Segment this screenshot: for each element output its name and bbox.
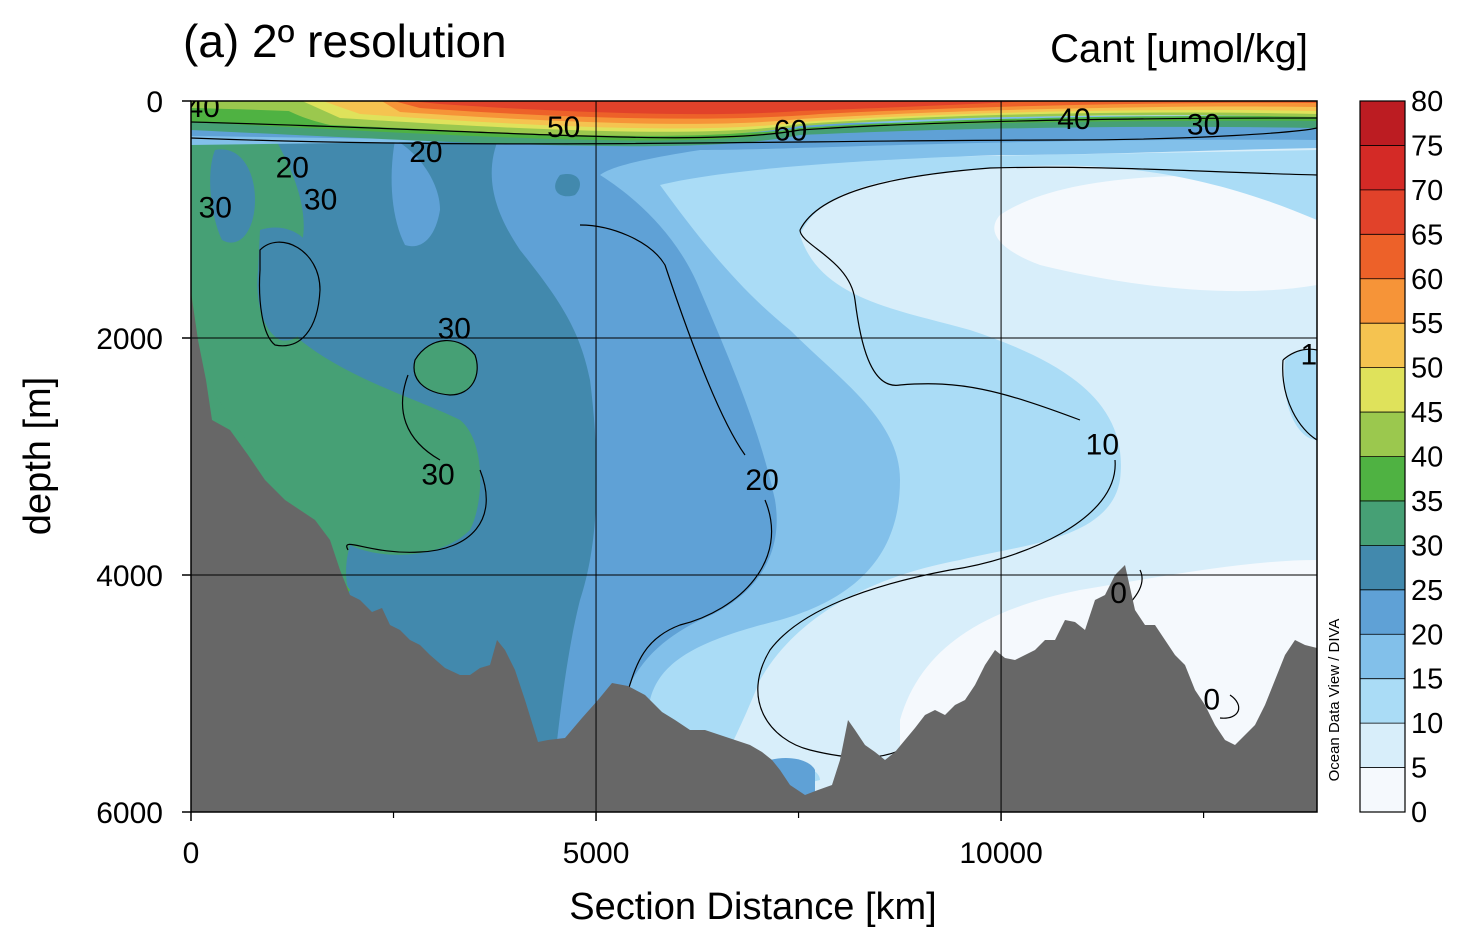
colorbar-swatch bbox=[1360, 234, 1405, 280]
contour-label: 0 bbox=[1203, 683, 1220, 716]
colorbar-swatch bbox=[1360, 367, 1405, 413]
chart-title: (a) 2º resolution bbox=[183, 15, 507, 67]
colorbar-label: 5 bbox=[1411, 753, 1427, 785]
colorbar-label: 50 bbox=[1411, 353, 1443, 385]
contour-line bbox=[191, 117, 1317, 139]
field-band-30 bbox=[555, 174, 580, 197]
colorbar-swatch bbox=[1360, 589, 1405, 635]
contour-label: 30 bbox=[421, 458, 454, 491]
contour-line bbox=[799, 166, 1317, 231]
colorbar-label: 20 bbox=[1411, 619, 1443, 651]
field-band-35 bbox=[191, 112, 1317, 147]
bathymetry bbox=[191, 292, 1317, 812]
colorbar-swatch bbox=[1360, 767, 1405, 813]
colorbar-swatch bbox=[1360, 456, 1405, 502]
colorbar-swatch bbox=[1360, 101, 1405, 146]
colorbar-label: 70 bbox=[1411, 175, 1443, 207]
colorbar-swatch bbox=[1360, 723, 1405, 769]
x-tick-label: 5000 bbox=[563, 837, 630, 870]
field-band-70 bbox=[410, 101, 1032, 115]
field-band-10 bbox=[1284, 349, 1317, 440]
y-axis-label: depth [m] bbox=[17, 377, 59, 535]
colorbar-swatch bbox=[1360, 545, 1405, 591]
contour-label: 1 bbox=[1301, 339, 1318, 372]
field-band-30 bbox=[414, 340, 478, 395]
field-band-0 bbox=[994, 175, 1317, 292]
x-axis-label: Section Distance [km] bbox=[569, 886, 936, 928]
contour-line bbox=[579, 224, 773, 701]
colorbar-label: 75 bbox=[1411, 130, 1443, 162]
contour-label: 10 bbox=[1086, 429, 1119, 462]
contour-label: 30 bbox=[1187, 109, 1220, 142]
colorbar: 0 5 10 15 20 25 30 35 40 45 50 55 60 65 70 75 80 bbox=[1359, 86, 1443, 829]
contour-line bbox=[413, 340, 478, 396]
contour-line bbox=[757, 459, 1116, 759]
contour-line bbox=[1219, 694, 1240, 719]
colorbar-swatch bbox=[1360, 500, 1405, 546]
colorbar-label: 35 bbox=[1411, 486, 1443, 518]
contour-label: 30 bbox=[304, 183, 337, 216]
x-tick-label: 10000 bbox=[959, 837, 1042, 870]
contour-label: 20 bbox=[276, 151, 309, 184]
contour-label: 50 bbox=[547, 111, 580, 144]
colorbar-label: 10 bbox=[1411, 708, 1443, 740]
colorbar-label: 30 bbox=[1411, 530, 1443, 562]
contour-label: 20 bbox=[745, 464, 778, 497]
colorbar-label: 15 bbox=[1411, 664, 1443, 696]
credit-text: Ocean Data View / DIVA bbox=[1326, 619, 1343, 782]
contour-line bbox=[799, 229, 1081, 421]
variable-label: Cant [umol/kg] bbox=[1050, 27, 1308, 71]
contour-label: 40 bbox=[186, 91, 219, 124]
contour-line bbox=[191, 127, 1317, 145]
colorbar-swatch bbox=[1360, 323, 1405, 369]
colorbar-swatch bbox=[1360, 189, 1405, 235]
plot-frame bbox=[190, 100, 1318, 813]
contour-label: 20 bbox=[409, 136, 442, 169]
colorbar-label: 40 bbox=[1411, 442, 1443, 474]
colorbar-label: 80 bbox=[1411, 86, 1443, 118]
colorbar-swatch bbox=[1360, 145, 1405, 191]
y-tick-label: 0 bbox=[146, 86, 163, 119]
y-tick-label: 6000 bbox=[96, 797, 163, 830]
x-tick-label: 0 bbox=[183, 837, 200, 870]
field-band-20 bbox=[391, 140, 440, 247]
contour-label: 60 bbox=[774, 115, 807, 148]
colorbar-label: 60 bbox=[1411, 264, 1443, 296]
y-axis: 0 2000 4000 6000 bbox=[96, 86, 191, 830]
field-band-25 bbox=[257, 227, 320, 341]
y-tick-label: 4000 bbox=[96, 560, 163, 593]
colorbar-label: 65 bbox=[1411, 219, 1443, 251]
contour-line bbox=[258, 241, 321, 347]
contour-label: 30 bbox=[438, 313, 471, 346]
colorbar-label: 45 bbox=[1411, 397, 1443, 429]
field-band-25 bbox=[210, 149, 255, 243]
contour-label: 0 bbox=[1110, 577, 1127, 610]
x-axis: 0 5000 10000 bbox=[183, 812, 1205, 870]
contour-line bbox=[346, 374, 487, 553]
contour-label: 30 bbox=[199, 192, 232, 225]
colorbar-swatch bbox=[1360, 634, 1405, 680]
contour-label: 40 bbox=[1057, 103, 1090, 136]
colorbar-swatch bbox=[1360, 412, 1405, 457]
colorbar-label: 0 bbox=[1411, 797, 1427, 829]
colorbar-swatch bbox=[1360, 278, 1405, 324]
colorbar-label: 55 bbox=[1411, 308, 1443, 340]
y-tick-label: 2000 bbox=[96, 323, 163, 356]
grid bbox=[191, 101, 1317, 812]
colorbar-swatch bbox=[1360, 678, 1405, 724]
colorbar-label: 25 bbox=[1411, 575, 1443, 607]
